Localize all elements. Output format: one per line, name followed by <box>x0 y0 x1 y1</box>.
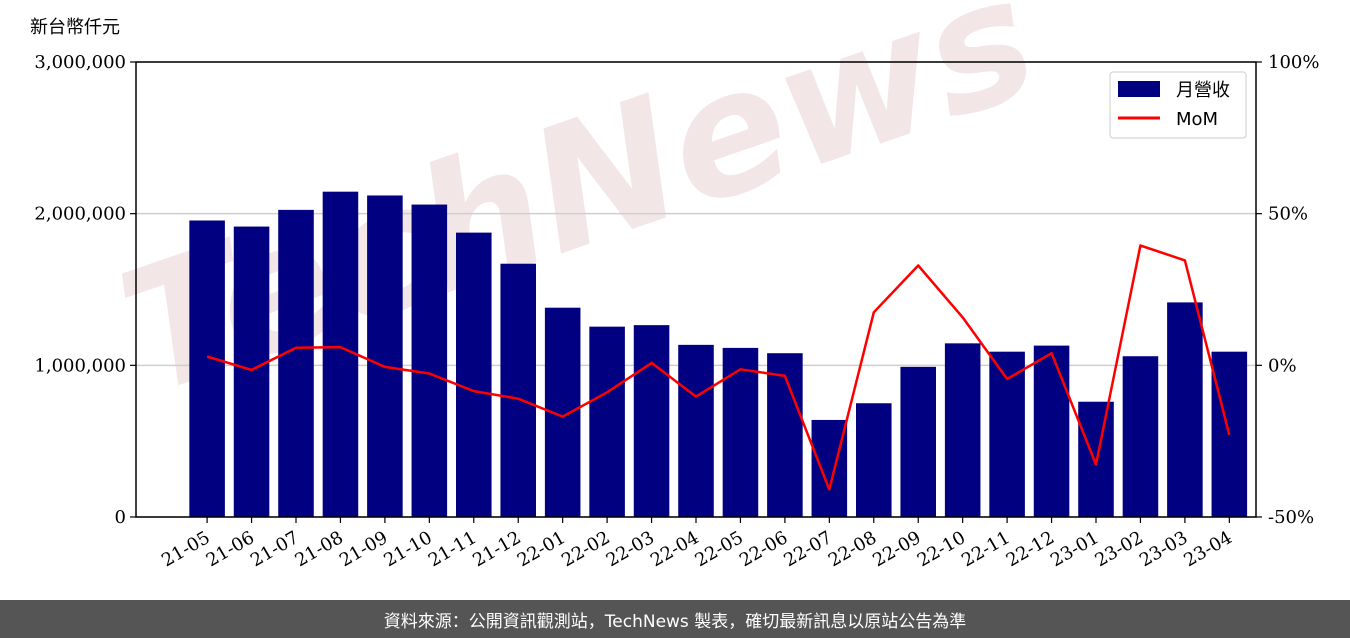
left-tick-label: 3,000,000 <box>34 52 126 73</box>
x-tick-label: 22-02 <box>558 527 613 571</box>
bar-22-08 <box>856 403 892 517</box>
left-tick-label: 1,000,000 <box>34 355 126 376</box>
x-tick-label: 23-03 <box>1136 527 1191 571</box>
y-unit-label: 新台幣仟元 <box>30 17 120 38</box>
source-footer: 資料來源：公開資訊觀測站，TechNews 製表，確切最新訊息以原站公告為準 <box>0 600 1350 638</box>
source-text: 資料來源：公開資訊觀測站，TechNews 製表，確切最新訊息以原站公告為準 <box>383 611 967 632</box>
bar-21-08 <box>322 191 359 518</box>
bar-22-04 <box>678 344 714 517</box>
legend-bar-label: 月營收 <box>1176 80 1230 101</box>
x-tick-label: 21-06 <box>203 527 258 571</box>
bar-22-02 <box>589 326 625 517</box>
bar-23-03 <box>1167 302 1203 517</box>
x-tick-label: 22-01 <box>514 527 569 571</box>
bar-22-07 <box>811 419 848 517</box>
bar-21-07 <box>278 209 314 517</box>
x-tick-label: 21-08 <box>292 527 347 571</box>
x-tick-label: 23-01 <box>1047 527 1102 571</box>
x-tick-label: 22-10 <box>914 527 969 571</box>
x-tick-label: 22-07 <box>780 527 835 571</box>
left-tick-label: 0 <box>115 507 126 528</box>
bar-23-02 <box>1122 356 1159 517</box>
x-tick-label: 22-05 <box>692 527 747 571</box>
x-tick-label: 22-08 <box>825 527 880 571</box>
mom-line-series <box>206 244 1231 491</box>
right-tick-label: 0% <box>1268 355 1297 376</box>
mom-line <box>206 244 1231 491</box>
x-tick-label: 23-04 <box>1180 527 1235 571</box>
revenue-chart: 新台幣仟元 TechNews 01,000,0002,000,0003,000,… <box>30 0 1319 571</box>
bar-21-12 <box>500 263 536 517</box>
bar-22-03 <box>633 325 670 517</box>
right-tick-label: -50% <box>1268 507 1314 528</box>
x-tick-label: 21-09 <box>336 527 391 571</box>
x-tick-label: 21-12 <box>469 527 524 571</box>
bar-21-11 <box>456 232 492 517</box>
bar-series <box>189 191 1248 518</box>
x-tick-label: 21-07 <box>247 527 302 571</box>
x-tick-label: 21-05 <box>158 527 213 571</box>
x-tick-label: 22-04 <box>647 527 702 571</box>
x-tick-label: 22-11 <box>958 527 1013 571</box>
bar-21-06 <box>233 226 270 517</box>
bar-21-09 <box>367 195 403 517</box>
bar-22-06 <box>767 353 803 517</box>
legend-line-label: MoM <box>1176 109 1218 130</box>
legend: 月營收 MoM <box>1109 71 1247 139</box>
x-tick-label: 22-09 <box>869 527 924 571</box>
x-tick-label: 21-11 <box>425 527 480 571</box>
right-tick-label: 100% <box>1268 52 1319 73</box>
bar-22-05 <box>722 347 759 517</box>
x-tick-label: 22-03 <box>603 527 658 571</box>
right-tick-label: 50% <box>1268 204 1308 225</box>
x-tick-label: 21-10 <box>380 527 435 571</box>
chart-area: 新台幣仟元 TechNews 0 1,000,000 2,000,000 3,000,… <box>30 0 1319 571</box>
bar-22-09 <box>900 366 936 517</box>
legend-bar-swatch <box>1118 81 1160 97</box>
bar-21-10 <box>411 204 448 518</box>
x-tick-label: 23-02 <box>1092 527 1147 571</box>
x-tick-label: 22-12 <box>1003 527 1058 571</box>
bar-22-12 <box>1033 345 1070 517</box>
left-tick-label: 2,000,000 <box>34 204 126 225</box>
x-tick-label: 22-06 <box>736 527 791 571</box>
bar-22-11 <box>989 351 1025 517</box>
bar-22-10 <box>944 343 981 517</box>
bar-21-05 <box>189 220 225 517</box>
